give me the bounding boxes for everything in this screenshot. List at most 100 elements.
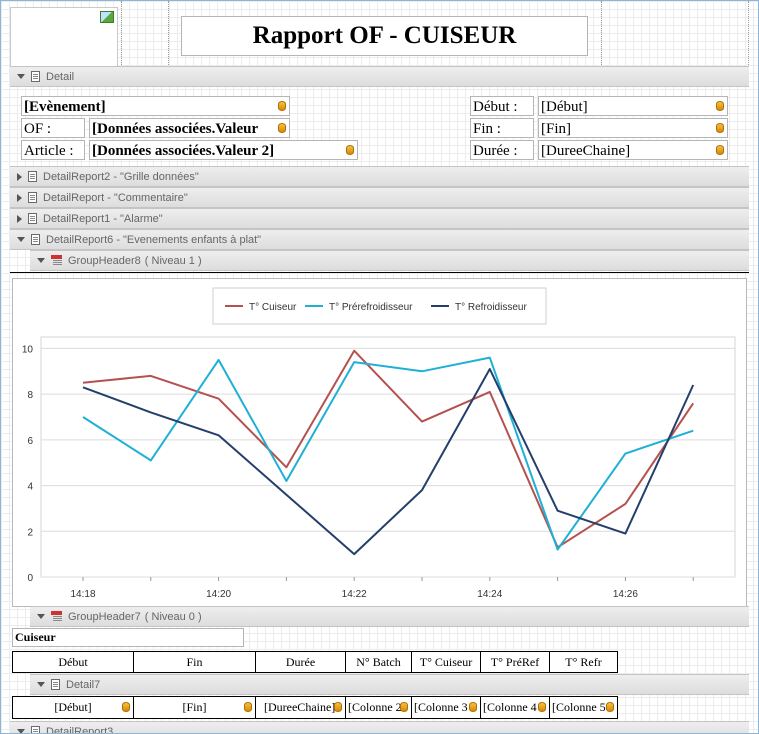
band-icon (28, 192, 37, 203)
legend-label-refroidisseur: T° Refroidisseur (455, 302, 527, 313)
table-cell-fin[interactable]: [Fin] (133, 696, 256, 719)
table-cell-t-cuiseur[interactable]: [Colonne 3 (411, 696, 481, 719)
band-detail-report6[interactable]: DetailReport6 - "Evenements enfants à pl… (10, 229, 749, 250)
debut-value-field[interactable]: [Début] (538, 96, 728, 116)
report-title[interactable]: Rapport OF - CUISEUR (181, 16, 588, 56)
y-tick-label: 8 (27, 390, 33, 401)
cell-text: [Colonne 5 (552, 700, 606, 714)
duree-label[interactable]: Durée : (470, 140, 534, 160)
series-line-cuiseur (82, 349, 695, 549)
cell-text: [Début] (54, 700, 92, 714)
guide-line (601, 1, 602, 67)
expand-arrow-icon[interactable] (17, 214, 22, 223)
cell-text: [Fin] (182, 700, 207, 714)
field-text: [Fin] (541, 121, 571, 137)
table-cell-duree[interactable]: [DureeChaine] (255, 696, 346, 719)
article-value-field[interactable]: [Données associées.Valeur 2] (89, 140, 358, 160)
duree-value-field[interactable]: [DureeChaine] (538, 140, 728, 160)
field-text: OF : (24, 121, 52, 137)
band-detail[interactable]: Detail (10, 66, 749, 87)
collapse-arrow-icon[interactable] (37, 682, 45, 687)
field-text: [Données associées.Valeur (92, 121, 259, 137)
field-text: Fin : (473, 121, 501, 137)
band-detail-report1[interactable]: DetailReport1 - "Alarme" (10, 208, 749, 229)
database-field-icon (400, 702, 408, 712)
table-header-duree[interactable]: Durée (255, 651, 346, 673)
table-header-t-cuiseur[interactable]: T° Cuiseur (411, 651, 481, 673)
group-header-icon (51, 255, 62, 266)
band-label: DetailReport3 (46, 725, 114, 734)
band-label: DetailReport2 - "Grille données" (43, 170, 199, 183)
x-tick-label: 14:24 (477, 589, 502, 600)
article-label[interactable]: Article : (21, 140, 85, 160)
band-label: GroupHeader7 (68, 610, 141, 623)
line-chart[interactable]: 0 2 4 6 8 10 14:18 14:20 14:22 14:24 14:26 T° Cuise… (12, 278, 747, 607)
band-icon (51, 679, 60, 690)
of-label[interactable]: OF : (21, 118, 85, 138)
guide-line (121, 1, 122, 67)
table-cell-t-preref[interactable]: [Colonne 4 (480, 696, 550, 719)
cell-text: [Colonne 3 (414, 700, 468, 714)
y-tick-label: 4 (27, 482, 33, 493)
band-label: DetailReport1 - "Alarme" (43, 212, 163, 225)
y-tick-label: 10 (22, 344, 34, 355)
chart-canvas: 0 2 4 6 8 10 14:18 14:20 14:22 14:24 14:26 T° Cuise… (22, 287, 736, 600)
database-field-icon (278, 123, 286, 133)
x-tick-label: 14:26 (613, 589, 638, 600)
band-group-header8[interactable]: GroupHeader8 ( Niveau 1 ) (30, 250, 749, 271)
legend-box (212, 287, 547, 325)
debut-label[interactable]: Début : (470, 96, 534, 116)
band-icon (31, 726, 40, 733)
band-group-header7[interactable]: GroupHeader7 ( Niveau 0 ) (30, 606, 749, 627)
database-field-icon (538, 702, 546, 712)
expand-arrow-icon[interactable] (17, 193, 22, 202)
x-tick-label: 14:22 (342, 589, 367, 600)
series-line-prerefroidisseur (82, 356, 694, 551)
database-field-icon (122, 702, 130, 712)
table-cell-t-refr[interactable]: [Colonne 5 (549, 696, 618, 719)
band-icon (28, 171, 37, 182)
band-label: Detail7 (66, 678, 101, 691)
table-header-batch[interactable]: N° Batch (345, 651, 412, 673)
separator-line (10, 272, 749, 273)
x-tick-label: 14:18 (70, 589, 95, 600)
expand-arrow-icon[interactable] (17, 172, 22, 181)
y-tick-label: 6 (27, 436, 33, 447)
collapse-arrow-icon[interactable] (37, 614, 45, 619)
cuiseur-label[interactable]: Cuiseur (12, 628, 244, 647)
fin-value-field[interactable]: [Fin] (538, 118, 728, 138)
band-detail-report3[interactable]: DetailReport3 (10, 721, 749, 734)
table-header-fin[interactable]: Fin (133, 651, 256, 673)
database-field-icon (606, 702, 614, 712)
band-detail7[interactable]: Detail7 (30, 674, 749, 695)
band-detail-report[interactable]: DetailReport - "Commentaire" (10, 187, 749, 208)
table-cell-batch[interactable]: [Colonne 2 (345, 696, 412, 719)
collapse-arrow-icon[interactable] (17, 237, 25, 242)
database-field-icon (716, 101, 724, 111)
legend-label-cuiseur: T° Cuiseur (249, 302, 297, 313)
evenement-field[interactable]: [Evènement] (21, 96, 290, 116)
table-header-debut[interactable]: Début (12, 651, 134, 673)
table-header-t-preref[interactable]: T° PréRef (480, 651, 550, 673)
x-tick-label: 14:20 (206, 589, 231, 600)
band-level: ( Niveau 0 ) (144, 610, 202, 623)
group-header-icon (51, 611, 62, 622)
band-label: DetailReport - "Commentaire" (43, 191, 188, 204)
band-icon (31, 234, 40, 245)
guide-line (748, 1, 749, 67)
database-field-icon (469, 702, 477, 712)
of-value-field[interactable]: [Données associées.Valeur (89, 118, 290, 138)
collapse-arrow-icon[interactable] (37, 258, 45, 263)
collapse-arrow-icon[interactable] (17, 74, 25, 79)
fin-label[interactable]: Fin : (470, 118, 534, 138)
logo-picture-box[interactable] (10, 7, 118, 67)
y-tick-label: 2 (27, 527, 33, 538)
field-text: [DureeChaine] (541, 143, 631, 159)
collapse-arrow-icon[interactable] (17, 729, 25, 733)
band-detail-report2[interactable]: DetailReport2 - "Grille données" (10, 166, 749, 187)
band-label: DetailReport6 - "Evenements enfants à pl… (46, 233, 262, 246)
table-cell-debut[interactable]: [Début] (12, 696, 134, 719)
table-header-t-refr[interactable]: T° Refr (549, 651, 618, 673)
band-icon (31, 71, 40, 82)
database-field-icon (244, 702, 252, 712)
